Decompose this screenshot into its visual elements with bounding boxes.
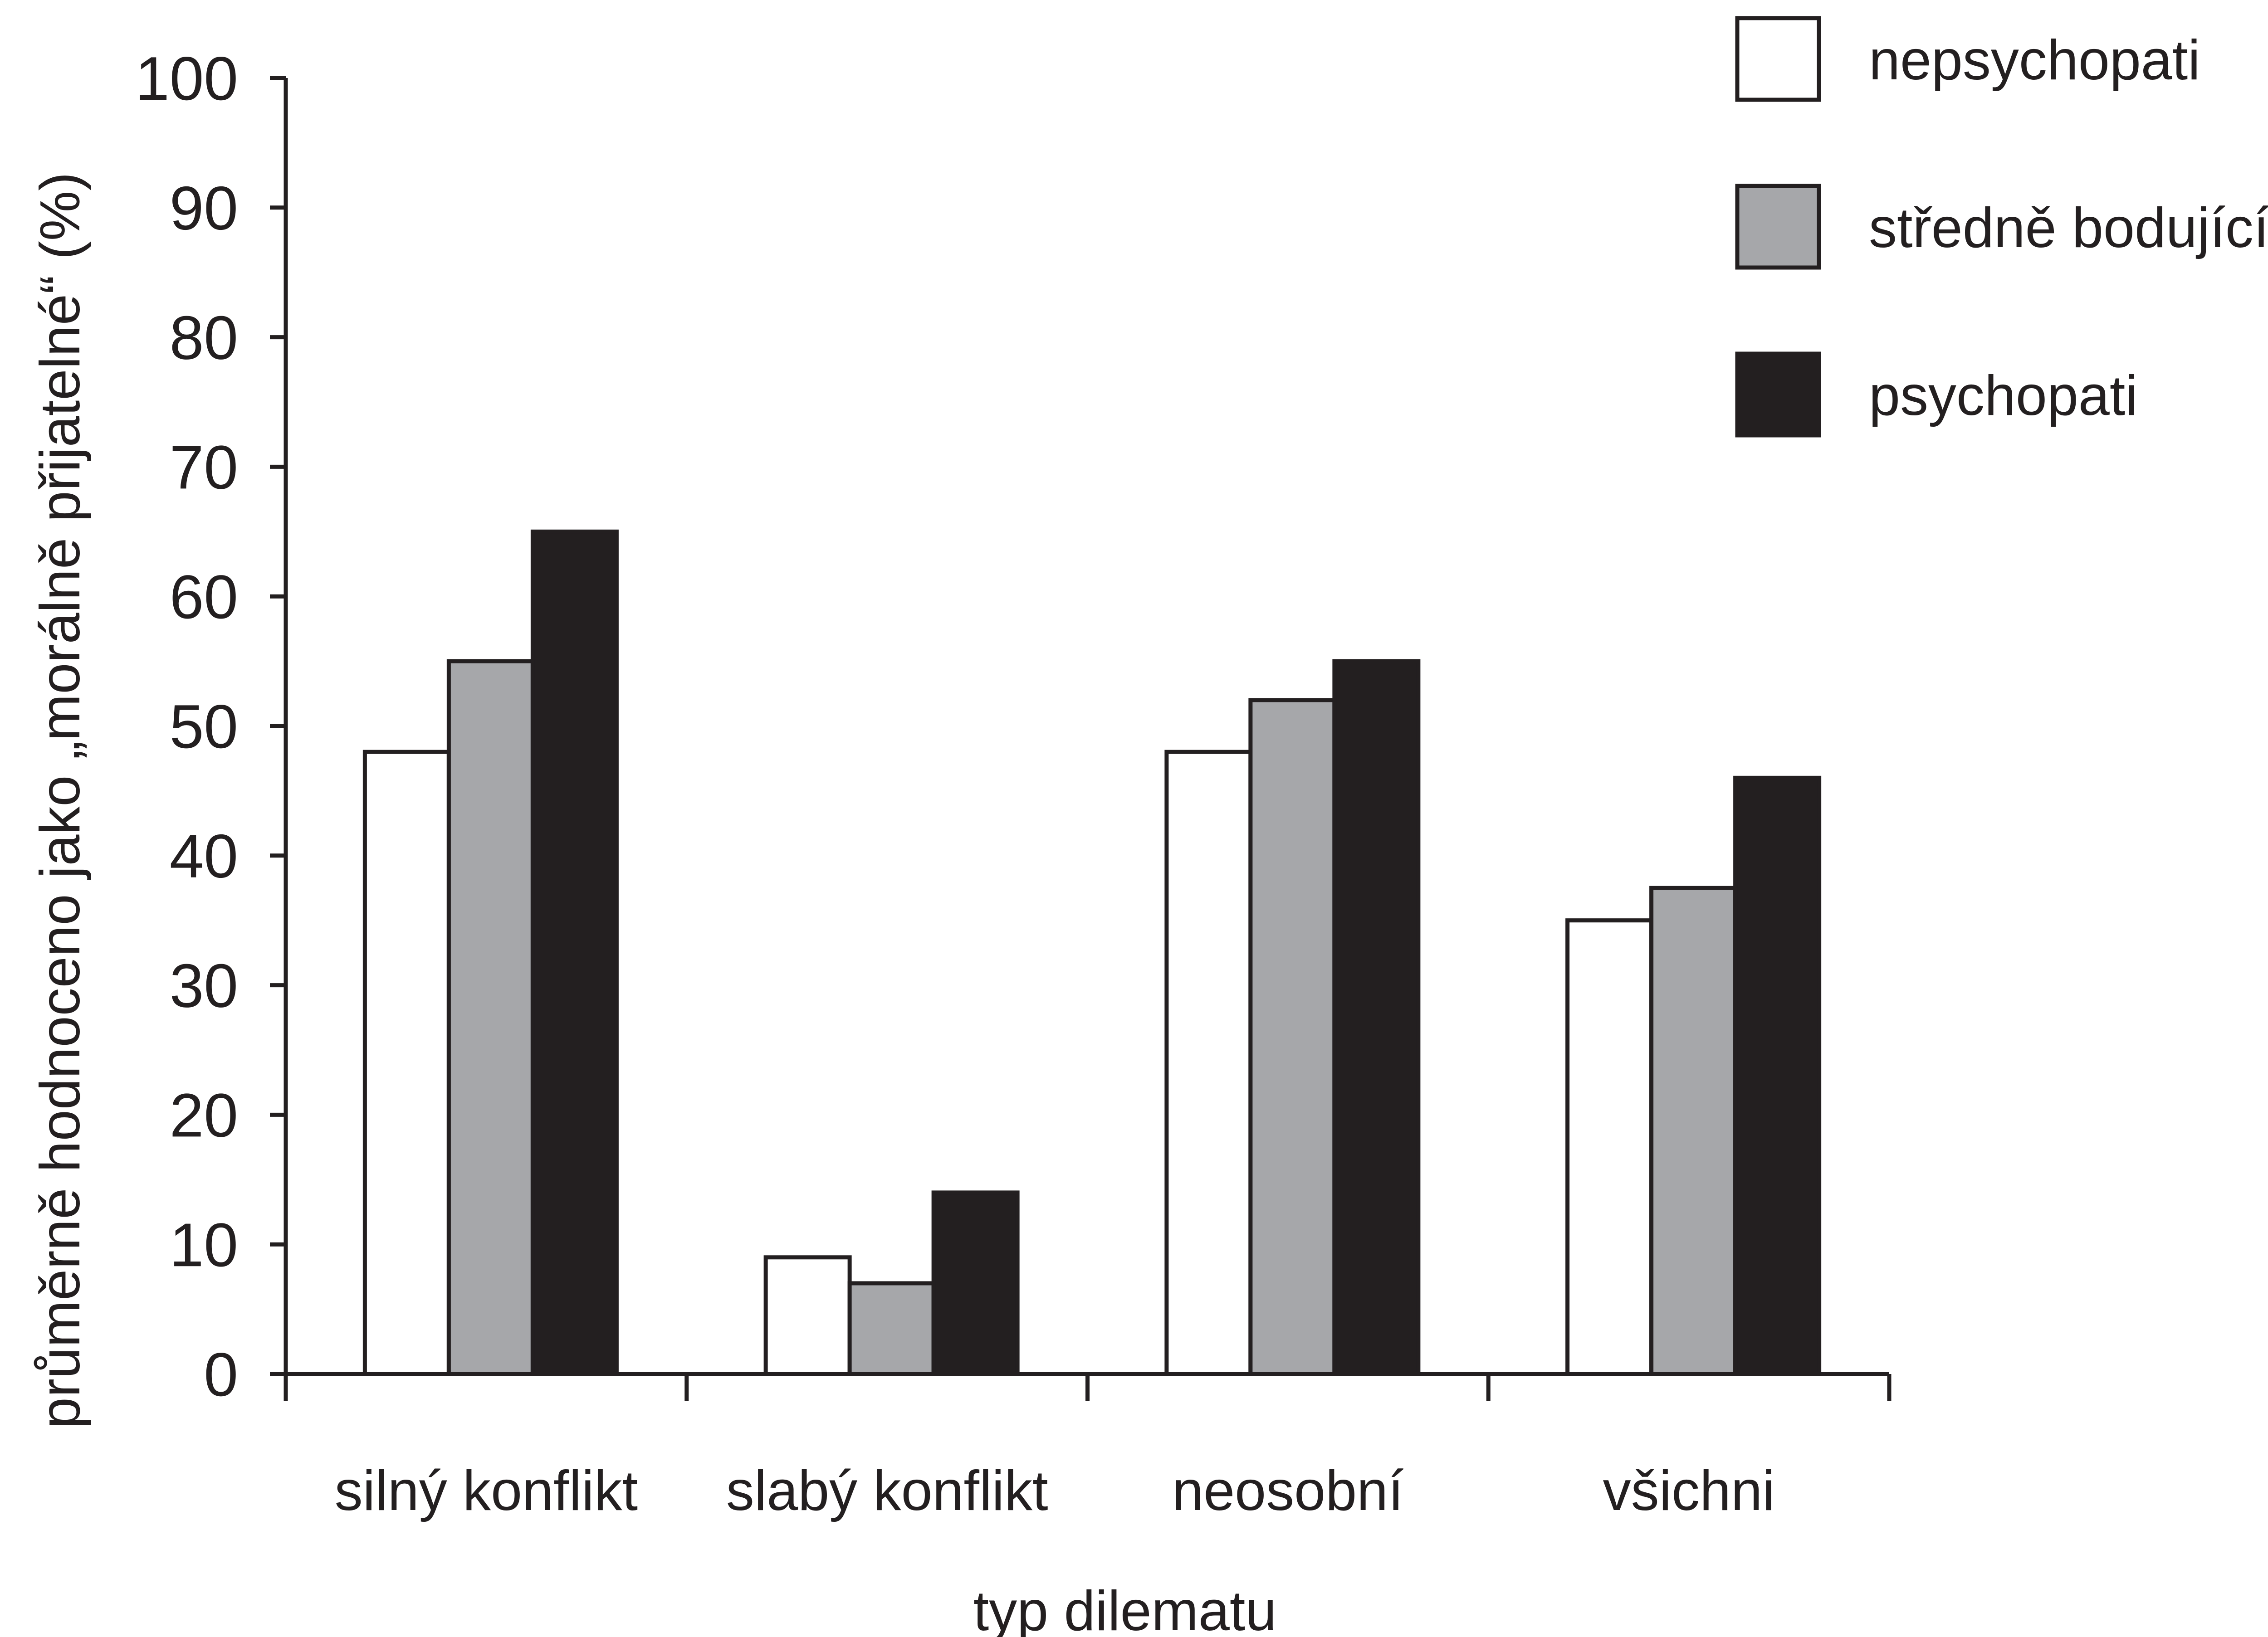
y-tick-label: 20: [170, 1081, 238, 1150]
legend-swatch: [1735, 16, 1821, 102]
bar: [446, 659, 535, 1376]
bar: [1332, 659, 1421, 1376]
legend-swatch: [1735, 184, 1821, 270]
bar: [1164, 750, 1253, 1376]
y-tick-label: 10: [170, 1210, 238, 1279]
bar: [530, 529, 619, 1376]
category-labels: silný konflikt slabý konflikt neosobní všic…: [335, 1460, 1775, 1522]
legend-label: psychopati: [1869, 365, 2138, 427]
bar: [847, 1281, 936, 1376]
bar: [931, 1190, 1020, 1376]
legend: nepsychopati středně bodující psychopati: [1735, 16, 2268, 438]
y-tick-label: 100: [135, 44, 238, 113]
category-label: všichni: [1603, 1460, 1775, 1522]
y-tick-label: 80: [170, 303, 238, 372]
y-tick-label: 50: [170, 692, 238, 761]
bar: [1649, 886, 1738, 1376]
y-tick-label: 90: [170, 174, 238, 243]
x-axis-ticks: [284, 1374, 1892, 1401]
legend-swatch: [1735, 351, 1821, 438]
legend-label: nepsychopati: [1869, 29, 2200, 92]
bars: [362, 529, 1822, 1376]
legend-label: středně bodující: [1869, 197, 2268, 259]
x-axis-title: typ dilematu: [973, 1580, 1277, 1637]
y-axis-ticks: 0 10 20 30 40 50 60 70 80 90 100: [135, 44, 286, 1409]
bar: [362, 750, 451, 1376]
category-label: slabý konflikt: [726, 1460, 1048, 1522]
category-label: silný konflikt: [335, 1460, 638, 1522]
y-axis-title: průměrně hodnoceno jako „morálně přijate…: [29, 172, 92, 1429]
bar: [763, 1255, 852, 1376]
category-label: neosobní: [1172, 1460, 1403, 1522]
y-tick-label: 0: [204, 1340, 238, 1409]
y-tick-label: 70: [170, 433, 238, 502]
bar: [1733, 775, 1822, 1376]
bar: [1248, 698, 1337, 1376]
y-tick-label: 30: [170, 951, 238, 1020]
bar: [1565, 918, 1654, 1376]
y-tick-label: 60: [170, 562, 238, 631]
y-tick-label: 40: [170, 822, 238, 891]
